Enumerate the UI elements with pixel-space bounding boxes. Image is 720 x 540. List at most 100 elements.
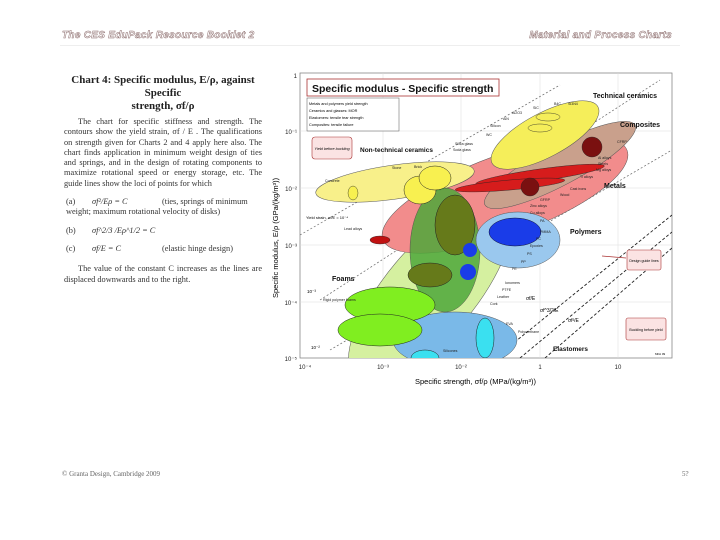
- material-label: Cast irons: [570, 187, 586, 191]
- design-guide-lines-label: Design guide lines: [629, 259, 659, 263]
- material-label: Mg alloys: [596, 168, 611, 172]
- material-label: GFRP: [540, 198, 551, 202]
- closing-paragraph: The value of the constant C increases as…: [64, 264, 262, 284]
- y-tick-labels: 1 10⁻¹ 10⁻² 10⁻³ 10⁻⁴ 10⁻⁵: [285, 74, 298, 363]
- polymers-core: [488, 217, 542, 247]
- elastomer-eva: [410, 349, 440, 358]
- legend-notes-box: [306, 97, 400, 132]
- yield-before-buckling-box: [311, 136, 353, 160]
- material-label: Ti alloys: [580, 175, 593, 179]
- material-label: PA: [540, 219, 545, 223]
- material-labels: B4C Si3N4 SiC Al2O3 AlN Silicon WC Silic…: [323, 102, 627, 353]
- x-tick: 10⁻²: [455, 365, 467, 371]
- material-label: Al2O3: [512, 111, 522, 115]
- guide-label: σf/E: [526, 296, 536, 302]
- y-tick: 10⁻¹: [285, 130, 297, 136]
- label-non-technical-ceramics: Non-technical ceramics: [360, 147, 433, 154]
- y-tick: 10⁻³: [285, 244, 297, 250]
- material-label: SiC: [533, 106, 539, 110]
- material-label: Soda glass: [453, 148, 471, 152]
- header-left: The CES EduPack Resource Booklet 2: [62, 30, 255, 42]
- strain-label: 10⁻³: [307, 289, 316, 294]
- y-tick: 10⁻⁴: [285, 300, 298, 307]
- equation-b: (b) σf^2/3 /Eρ^1/2 = C: [64, 226, 262, 236]
- concrete: [347, 185, 359, 201]
- material-label: PC: [536, 237, 541, 241]
- label-metals: Metals: [604, 183, 626, 190]
- footer-copyright: © Granta Design, Cambridge 2009: [62, 470, 161, 478]
- description-paragraph: The chart for specific stiffness and str…: [64, 117, 262, 188]
- equation-c-note: (elastic hinge design): [162, 243, 233, 253]
- guide-label: σf^3/2/E: [540, 308, 559, 314]
- wood-ellipse-2: [434, 194, 476, 256]
- material-label: Concrete: [325, 179, 340, 183]
- material-label: B4C: [554, 102, 561, 106]
- equation-b-formula: σf^2/3 /Eρ^1/2 = C: [92, 225, 156, 235]
- label-composites: Composites: [620, 122, 660, 129]
- header-divider: [60, 45, 680, 46]
- page-number: 5?: [682, 470, 689, 478]
- material-label: Leather: [497, 295, 510, 299]
- material-label: Ionomers: [505, 281, 520, 285]
- label-elastomers: Elastomers: [553, 346, 588, 353]
- guide-arrow: [601, 255, 627, 259]
- elastomer-silicones: [475, 317, 495, 358]
- legend-note: Elastomers: tensile tear strength: [309, 116, 363, 120]
- guide-label: σf²/E: [568, 318, 580, 324]
- stone-brick-2: [418, 165, 452, 191]
- equation-a-formula: σf²/Eρ = C: [92, 197, 128, 207]
- equation-c-label: (c): [66, 243, 76, 253]
- material-label: Wood: [560, 193, 569, 197]
- material-label: Silica glass: [455, 142, 473, 146]
- equation-c: (c) σf/E = C (elastic hinge design): [64, 244, 262, 254]
- y-axis-label: Specific modulus, E/ρ (GPa/(kg/m³)): [271, 177, 280, 298]
- material-label: Polyurethane: [518, 330, 539, 334]
- material-label: PMMA: [540, 230, 551, 234]
- label-polymers: Polymers: [570, 229, 602, 236]
- equation-b-label: (b): [66, 225, 76, 235]
- yield-before-buckling-label: Yield before buckling: [314, 147, 350, 151]
- yield-strain-label: Yield strain, σf/E = 10⁻⁴: [306, 215, 348, 220]
- family-labels: Technical ceramics Composites Non-techni…: [332, 93, 660, 353]
- buckling-before-yield-label: Buckling before yield: [629, 328, 662, 332]
- material-label: Al alloys: [598, 156, 612, 160]
- material-label: Zinc alloys: [530, 204, 547, 208]
- material-label: CFRP: [617, 140, 627, 144]
- chart-heading-line2: strength, σf/ρ: [131, 100, 195, 112]
- material-label: AlN: [503, 117, 509, 121]
- chart-title: Specific modulus - Specific strength: [312, 83, 493, 95]
- equation-c-formula: σf/E = C: [92, 243, 122, 253]
- plot-content: [300, 73, 672, 358]
- y-tick: 10⁻²: [285, 187, 297, 193]
- strain-label: 10⁻²: [311, 345, 320, 350]
- material-label: Silicones: [443, 349, 458, 353]
- y-tick: 10⁻⁵: [285, 356, 298, 363]
- equation-a-label: (a): [66, 197, 76, 207]
- material-label: Steels: [598, 162, 608, 166]
- polymer-pe: [460, 264, 476, 280]
- chart-heading: Chart 4: Specific modulus, E/ρ, against …: [64, 74, 262, 113]
- yield-strain-lines: [300, 79, 672, 351]
- wood-ellipse: [407, 262, 453, 288]
- technical-ceramics-envelope: [490, 100, 600, 170]
- label-technical-ceramics: Technical ceramics: [593, 93, 657, 100]
- legend-note: Composites: tensile failure: [309, 123, 354, 127]
- x-tick: 10: [615, 365, 622, 371]
- rigid-foams-2: [337, 313, 423, 347]
- legend-note: Metals and polymers yield strength: [309, 102, 368, 106]
- gfrp: [520, 177, 540, 197]
- legend-note: Ceramics and glasses: MOR: [309, 109, 358, 113]
- x-tick: 1: [538, 365, 542, 371]
- credit: MFA 09: [655, 352, 666, 356]
- x-axis-label: Specific strength, σf/ρ (MPa/(kg/m³)): [415, 377, 537, 386]
- chart-title-box: [306, 78, 500, 97]
- material-label: WC: [486, 133, 492, 137]
- lead-alloys: [369, 235, 391, 245]
- material-label: PP: [521, 260, 526, 264]
- material-label: Si3N4: [568, 102, 578, 106]
- material-label: Silicon: [490, 124, 501, 128]
- equation-a-note: (ties, springs of minimum weight; maximu…: [66, 197, 248, 217]
- x-tick: 10⁻³: [377, 365, 389, 371]
- material-label: Cu alloys: [530, 211, 545, 215]
- material-label: PE: [512, 267, 517, 271]
